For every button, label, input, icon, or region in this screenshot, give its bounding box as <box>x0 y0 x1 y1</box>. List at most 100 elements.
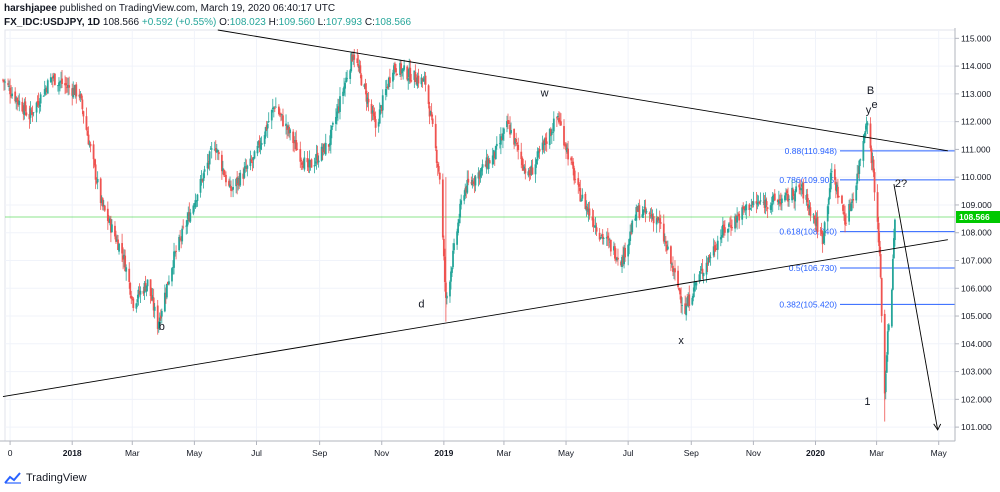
candle-body <box>53 73 56 85</box>
candle-body <box>173 251 175 268</box>
price-change: +0.592 (+0.55%) <box>141 17 217 28</box>
candle-body <box>821 232 824 245</box>
candle-body <box>757 202 760 203</box>
candle-body <box>545 141 548 144</box>
candle-body <box>524 168 527 174</box>
candle-body <box>503 128 505 134</box>
candle-body <box>798 184 801 188</box>
candle-body <box>9 87 11 95</box>
author-name[interactable]: harshjapee <box>4 3 57 14</box>
candle-body <box>587 208 590 213</box>
candle-body <box>146 279 149 287</box>
candle-body <box>265 125 268 130</box>
candle-body <box>366 97 369 104</box>
candle-body <box>346 78 349 80</box>
candle-body <box>749 208 752 210</box>
wave-labels: b d w x y eB 2? 1 <box>159 85 907 408</box>
candle-body <box>351 54 354 62</box>
candle-body <box>22 111 25 115</box>
candle-body <box>413 70 416 80</box>
candle-body <box>378 109 381 124</box>
candle-body <box>599 237 602 239</box>
candle-body <box>252 157 255 161</box>
candle-body <box>220 154 223 172</box>
candle-body <box>792 189 795 197</box>
candle-body <box>187 213 190 219</box>
candle-body <box>779 201 782 205</box>
candle-body <box>763 200 766 208</box>
candle-body <box>18 100 21 105</box>
candle-body <box>359 65 362 74</box>
footer-brand[interactable]: TradingView <box>4 472 87 484</box>
candle-body <box>500 137 503 140</box>
candle-body <box>772 194 775 198</box>
candle-body <box>324 142 327 155</box>
candle-body <box>719 237 722 240</box>
candle-body <box>167 281 169 285</box>
candle-body <box>89 143 92 147</box>
candle-body <box>616 257 618 260</box>
candle-body <box>100 198 103 203</box>
candle-body <box>118 243 120 252</box>
candle-body <box>849 204 852 210</box>
candle-body <box>200 178 203 181</box>
price-chart[interactable]: 0.88(110.948) 0.786(109.905) 0.618(108.040… <box>0 28 1000 468</box>
candle-body <box>29 108 32 118</box>
x-tick-label: May <box>186 448 203 458</box>
candle-body <box>414 71 417 82</box>
candle-body <box>893 238 895 259</box>
candle-body <box>579 187 582 202</box>
candle-body <box>185 225 188 227</box>
candle-body <box>630 232 633 234</box>
candle-body <box>670 246 672 264</box>
candle-body <box>16 98 19 102</box>
y-tick-label: 114.000 <box>961 61 991 71</box>
wave-label: d <box>418 299 424 311</box>
candle-body <box>4 81 6 83</box>
candle-body <box>795 186 798 192</box>
candle-body <box>878 240 881 254</box>
candle-body <box>574 178 577 180</box>
candle-body <box>422 78 425 82</box>
candle-body <box>537 150 540 154</box>
candle-body <box>709 257 712 259</box>
candle-body <box>50 77 53 79</box>
wave-label: e <box>871 99 877 111</box>
candle-body <box>436 163 439 168</box>
candle-body <box>693 282 696 292</box>
candle-body <box>72 87 75 98</box>
candle-body <box>172 267 174 268</box>
candle-body <box>32 112 35 114</box>
candle-body <box>51 76 54 79</box>
candle-body <box>738 213 741 221</box>
candle-body <box>449 281 451 297</box>
candle-body <box>806 194 809 203</box>
candle-body <box>296 148 299 150</box>
y-tick-label: 113.000 <box>961 89 991 99</box>
candle-body <box>158 317 161 324</box>
low-value: 107.993 <box>325 17 363 28</box>
candle-body <box>801 184 804 187</box>
candle-body <box>417 75 420 84</box>
candle-body <box>103 205 106 211</box>
x-tick-label: Mar <box>869 448 884 458</box>
candle-body <box>714 248 717 251</box>
candle-body <box>271 107 274 110</box>
symbol-label: FX_IDC:USDJPY, 1D <box>4 17 101 28</box>
candle-body <box>214 148 217 153</box>
y-tick-label: 101.000 <box>961 422 992 432</box>
candle-body <box>491 155 494 165</box>
x-tick-label: 0 <box>8 448 13 458</box>
candle-body <box>773 193 776 201</box>
y-tick-label: 109.000 <box>961 200 992 210</box>
candle-body <box>748 204 751 211</box>
candle-body <box>458 219 461 224</box>
candle-body <box>186 219 189 227</box>
candle-body <box>43 89 46 95</box>
candle-body <box>791 187 793 201</box>
candle-body <box>879 254 882 278</box>
candle-body <box>163 292 166 312</box>
candle-body <box>137 289 140 299</box>
candle-body <box>293 141 296 144</box>
candle-body <box>581 194 584 199</box>
